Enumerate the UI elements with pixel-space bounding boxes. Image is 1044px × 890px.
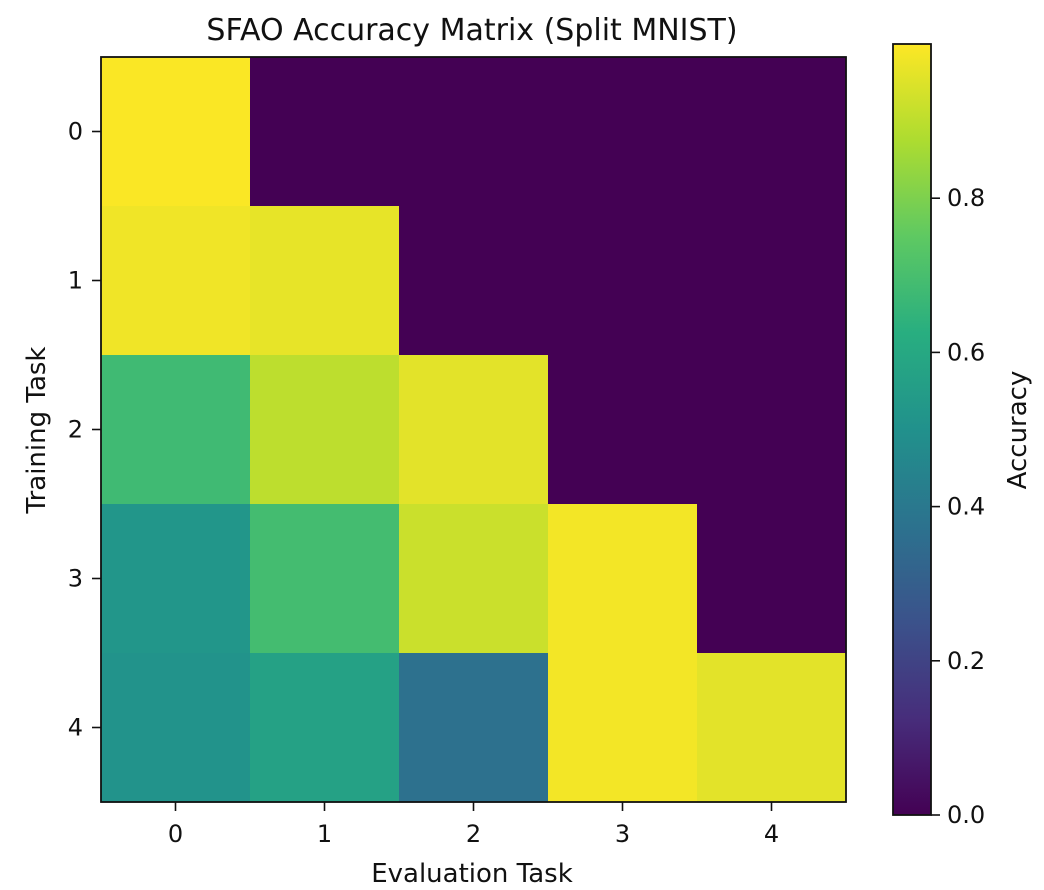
heatmap-cell [399, 653, 549, 803]
heatmap-cell [250, 653, 400, 803]
y-tick-label: 1 [68, 267, 83, 295]
colorbar-label: Accuracy [1003, 371, 1033, 490]
colorbar [893, 44, 931, 815]
heatmap-cell [548, 653, 698, 803]
x-tick-label: 4 [764, 820, 779, 848]
heatmap-cell [101, 355, 251, 505]
heatmap-cell [697, 57, 847, 207]
heatmap-cell [101, 504, 251, 654]
colorbar-frame [892, 43, 932, 816]
heatmap-cell [697, 653, 847, 803]
heatmap-cell [250, 504, 400, 654]
heatmap-cell [399, 57, 549, 207]
heatmap-cell [697, 504, 847, 654]
colorbar-tick-label: 0.8 [947, 184, 985, 212]
heatmap-cell [101, 206, 251, 356]
x-axis-label: Evaluation Task [371, 859, 573, 889]
heatmap-cell [399, 355, 549, 505]
y-axis-label: Training Task [22, 347, 52, 515]
heatmap-cell [697, 206, 847, 356]
heatmap-cells [101, 57, 847, 803]
heatmap-cell [548, 504, 698, 654]
y-tick-label: 0 [68, 118, 83, 146]
heatmap-cell [250, 57, 400, 207]
heatmap-cell [250, 206, 400, 356]
x-tick-label: 3 [615, 820, 630, 848]
heatmap-cell [548, 355, 698, 505]
heatmap-cell [250, 355, 400, 505]
x-tick-label: 1 [317, 820, 332, 848]
x-tick-label: 0 [168, 820, 183, 848]
x-axis-ticks: 0 1 2 3 4 [168, 802, 779, 848]
heatmap-cell [101, 57, 251, 207]
y-tick-label: 4 [68, 714, 83, 742]
heatmap-cell [548, 206, 698, 356]
y-tick-label: 2 [68, 416, 83, 444]
colorbar-ticks: 0.0 0.2 0.4 0.6 0.8 [931, 184, 985, 829]
colorbar-tick-label: 0.6 [947, 338, 985, 366]
x-tick-label: 2 [466, 820, 481, 848]
chart-title: SFAO Accuracy Matrix (Split MNIST) [206, 13, 737, 48]
heatmap-cell [399, 206, 549, 356]
heatmap-cell [101, 653, 251, 803]
colorbar-tick-label: 0.4 [947, 493, 985, 521]
heatmap-cell [399, 504, 549, 654]
colorbar-tick-label: 0.0 [947, 801, 985, 829]
y-axis-ticks: 0 1 2 3 4 [68, 118, 101, 742]
heatmap-cell [697, 355, 847, 505]
y-tick-label: 3 [68, 565, 83, 593]
heatmap-cell [548, 57, 698, 207]
colorbar-tick-label: 0.2 [947, 647, 985, 675]
